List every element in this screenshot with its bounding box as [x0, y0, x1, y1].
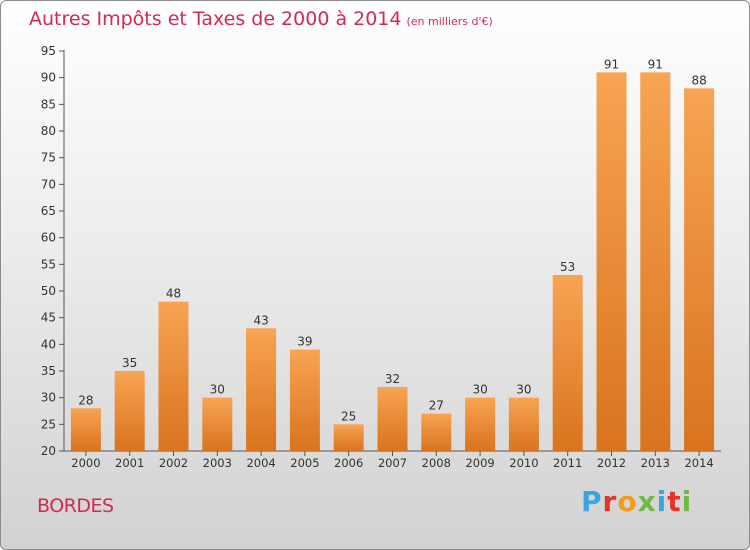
x-tick-label: 2004 — [246, 456, 275, 470]
y-tick-label: 55 — [41, 257, 56, 271]
bar — [246, 328, 277, 451]
data-label: 30 — [472, 383, 487, 397]
data-label: 48 — [166, 287, 181, 301]
data-label: 28 — [78, 393, 93, 407]
x-tick-label: 2009 — [465, 456, 494, 470]
bar — [421, 413, 452, 451]
logo-letter: t — [667, 485, 682, 518]
x-tick-label: 2013 — [641, 456, 670, 470]
chart-title-text: Autres Impôts et Taxes de 2000 à 2014 — [29, 8, 402, 30]
bar — [70, 408, 101, 451]
logo-letter: P — [581, 485, 603, 518]
data-label: 43 — [253, 313, 268, 327]
chart-title: Autres Impôts et Taxes de 2000 à 2014 (en… — [29, 8, 493, 30]
x-tick-label: 2005 — [290, 456, 319, 470]
x-tick-label: 2001 — [115, 456, 144, 470]
x-tick-label: 2007 — [378, 456, 407, 470]
bar — [596, 72, 627, 451]
x-tick-label: 2002 — [159, 456, 188, 470]
logo-letter: o — [617, 485, 638, 518]
x-tick-label: 2000 — [71, 456, 100, 470]
bar — [465, 397, 496, 451]
y-tick-label: 20 — [41, 444, 56, 458]
bar — [640, 72, 671, 451]
x-tick-label: 2014 — [684, 456, 713, 470]
x-tick-label: 2010 — [509, 456, 538, 470]
data-label: 27 — [429, 399, 444, 413]
logo-letter: i — [681, 485, 693, 518]
town-name: BORDES — [37, 495, 114, 517]
data-label: 88 — [691, 73, 706, 87]
data-label: 32 — [385, 372, 400, 386]
bar — [158, 301, 189, 451]
data-label: 35 — [122, 356, 137, 370]
logo-letter: i — [656, 485, 668, 518]
data-label: 25 — [341, 409, 356, 423]
x-tick-label: 2006 — [334, 456, 363, 470]
y-tick-label: 90 — [41, 71, 56, 85]
y-tick-label: 25 — [41, 417, 56, 431]
y-tick-label: 70 — [41, 177, 56, 191]
bar — [508, 397, 539, 451]
x-tick-label: 2011 — [553, 456, 582, 470]
y-tick-label: 65 — [41, 204, 56, 218]
proxiti-logo: Proxiti — [581, 485, 692, 518]
y-tick-label: 40 — [41, 337, 56, 351]
bar — [333, 424, 364, 451]
logo-letter: r — [602, 485, 618, 518]
y-tick-label: 85 — [41, 97, 56, 111]
y-tick-label: 45 — [41, 311, 56, 325]
data-label: 91 — [604, 57, 619, 71]
y-tick-label: 95 — [41, 44, 56, 58]
y-tick-label: 75 — [41, 151, 56, 165]
y-tick-label: 80 — [41, 124, 56, 138]
y-tick-label: 50 — [41, 284, 56, 298]
x-tick-label: 2008 — [422, 456, 451, 470]
bar — [114, 371, 145, 451]
y-tick-label: 30 — [41, 391, 56, 405]
bar — [684, 88, 715, 451]
y-tick-label: 35 — [41, 364, 56, 378]
data-label: 30 — [516, 383, 531, 397]
bar — [552, 275, 583, 451]
data-label: 39 — [297, 335, 312, 349]
data-label: 53 — [560, 260, 575, 274]
bar — [289, 349, 320, 451]
data-label: 30 — [210, 383, 225, 397]
y-tick-label: 60 — [41, 231, 56, 245]
data-label: 91 — [648, 57, 663, 71]
logo-letter: x — [637, 485, 657, 518]
x-tick-label: 2012 — [597, 456, 626, 470]
x-tick-label: 2003 — [203, 456, 232, 470]
bar — [377, 387, 408, 451]
bar — [202, 397, 233, 451]
chart-subtitle: (en milliers d'€) — [406, 15, 493, 28]
